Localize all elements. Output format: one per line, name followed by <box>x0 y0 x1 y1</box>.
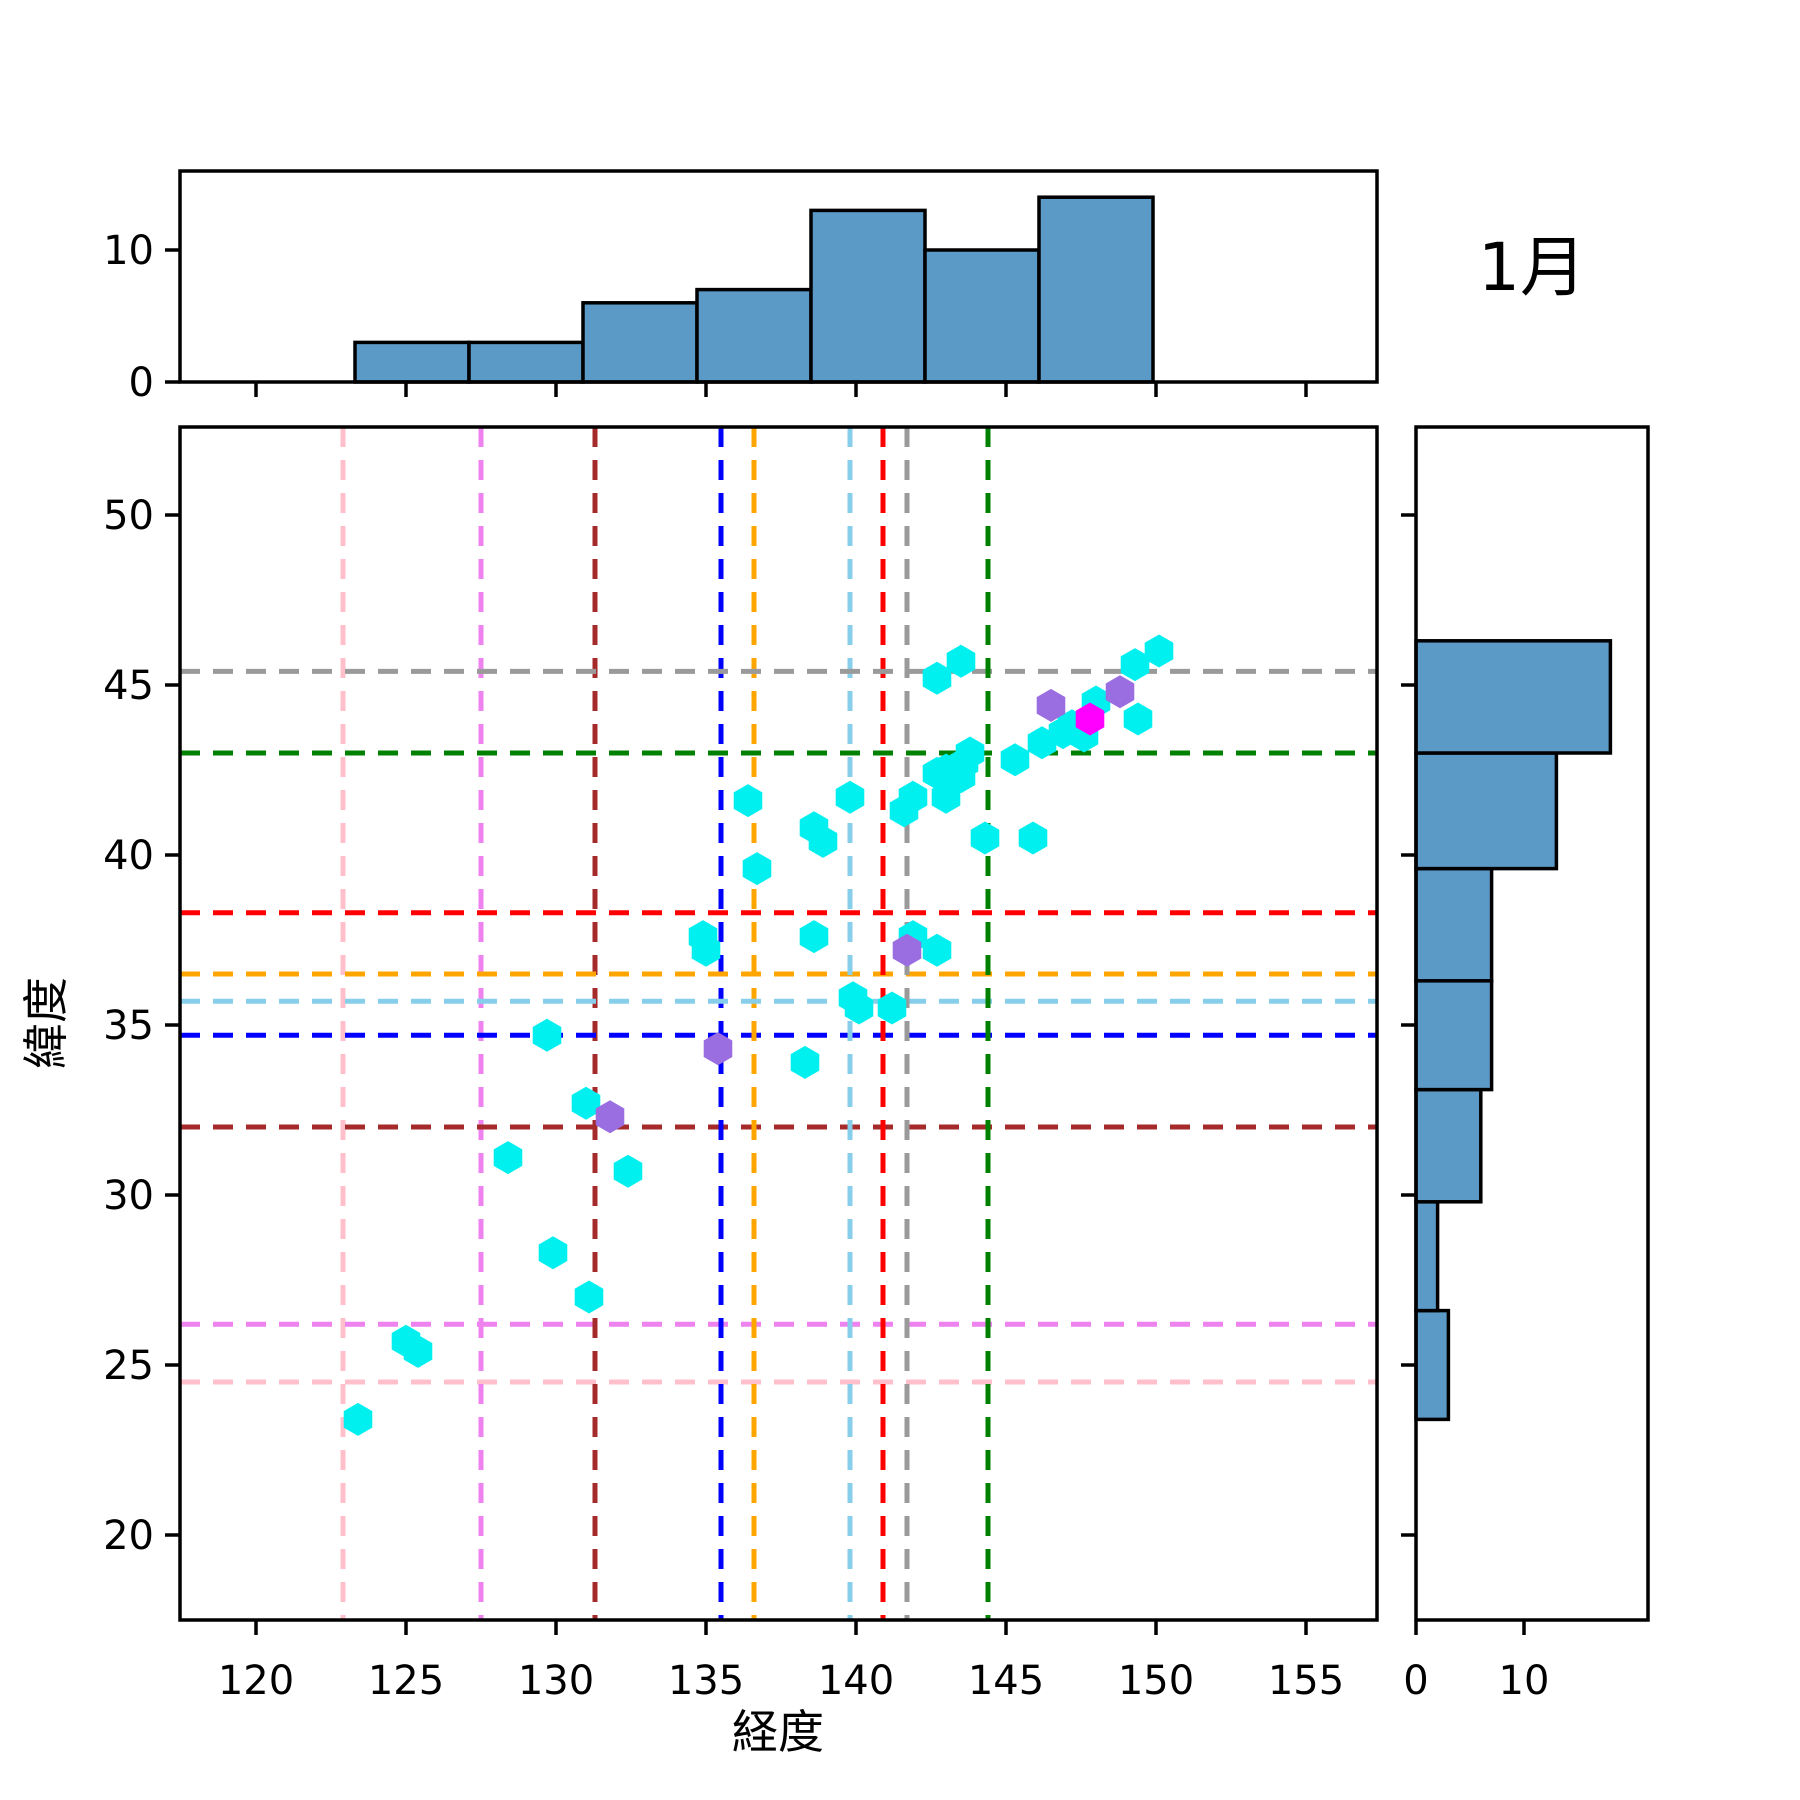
scatter-point-magenta-hexagons-0 <box>1075 702 1105 736</box>
scatter-point-cyan-hexagons-24 <box>922 933 952 967</box>
scatter-point-purple-hexagons-4 <box>1105 675 1135 709</box>
x-tick-label-150: 150 <box>1118 1658 1194 1704</box>
scatter-point-cyan-hexagons-3 <box>493 1141 523 1175</box>
scatter-point-cyan-hexagons-19 <box>844 991 874 1025</box>
scatter-point-cyan-hexagons-33 <box>970 821 1000 855</box>
x-tick-label-120: 120 <box>218 1658 294 1704</box>
main-axes-spines <box>178 425 1379 1622</box>
scatter-point-cyan-hexagons-27 <box>931 780 961 814</box>
right-hist-bar-4 <box>1414 866 1494 983</box>
x-tick-label-140: 140 <box>818 1658 894 1704</box>
scatter-point-cyan-hexagons-30 <box>946 644 976 678</box>
y-axis-label: 緯度 <box>19 977 73 1069</box>
top-hist-bar-2 <box>581 301 699 384</box>
scatter-point-cyan-hexagons-10 <box>691 933 721 967</box>
x-axis-label: 経度 <box>732 1705 824 1759</box>
right-hist-count-label-10: 10 <box>1499 1658 1550 1704</box>
x-tick-label-135: 135 <box>668 1658 744 1704</box>
right-hist-bar-2 <box>1414 1087 1483 1204</box>
scatter-point-cyan-hexagons-15 <box>799 920 829 954</box>
scatter-point-cyan-hexagons-16 <box>808 824 838 858</box>
x-tick-label-125: 125 <box>368 1658 444 1704</box>
y-tick-label-25: 25 <box>103 1343 154 1389</box>
scatter-point-cyan-hexagons-0 <box>343 1402 373 1436</box>
scatter-point-cyan-hexagons-13 <box>790 1045 820 1079</box>
scatter-point-cyan-hexagons-17 <box>835 780 865 814</box>
scatter-point-cyan-hexagons-2 <box>403 1334 433 1368</box>
y-tick-label-35: 35 <box>103 1003 154 1049</box>
right-hist-bar-6 <box>1414 639 1613 755</box>
top-hist-spines <box>178 169 1379 384</box>
right-hist-bar-1 <box>1414 1200 1440 1313</box>
scatter-layer <box>343 634 1174 1436</box>
top-hist-bar-6 <box>1037 195 1155 384</box>
y-tick-label-30: 30 <box>103 1173 154 1219</box>
right-hist-bar-3 <box>1414 979 1494 1092</box>
y-tick-label-20: 20 <box>103 1513 154 1559</box>
top-hist-bar-3 <box>695 287 813 384</box>
y-tick-label-45: 45 <box>103 663 154 709</box>
scatter-point-purple-hexagons-2 <box>892 933 922 967</box>
scatter-point-cyan-hexagons-7 <box>574 1280 604 1314</box>
top-hist-bar-1 <box>467 340 585 384</box>
scatter-point-cyan-hexagons-35 <box>1018 821 1048 855</box>
right-hist-bar-5 <box>1414 751 1559 871</box>
axes-layer: 120 125 130 135 140 145 150 155 20 25 30 35 40 45 50 0 1… <box>103 169 1650 1704</box>
scatter-point-cyan-hexagons-5 <box>538 1236 568 1270</box>
right-hist-bar-0 <box>1414 1308 1451 1422</box>
scatter-point-cyan-hexagons-6 <box>571 1086 601 1120</box>
scatter-point-cyan-hexagons-20 <box>877 991 907 1025</box>
top-hist-bar-0 <box>353 340 471 384</box>
scatter-point-cyan-hexagons-43 <box>1144 634 1174 668</box>
scatter-point-purple-hexagons-3 <box>1036 688 1066 722</box>
scatter-point-cyan-hexagons-4 <box>532 1018 562 1052</box>
y-tick-label-50: 50 <box>103 493 154 539</box>
scatter-point-cyan-hexagons-34 <box>1000 743 1030 777</box>
scatter-point-cyan-hexagons-8 <box>613 1154 643 1188</box>
scatter-point-purple-hexagons-0 <box>595 1100 625 1134</box>
scatter-point-cyan-hexagons-32 <box>955 736 985 770</box>
scatter-point-cyan-hexagons-23 <box>898 780 928 814</box>
scatter-point-cyan-hexagons-41 <box>1120 648 1150 682</box>
scatter-point-cyan-hexagons-42 <box>1123 702 1153 736</box>
x-tick-label-155: 155 <box>1268 1658 1344 1704</box>
scatter-point-cyan-hexagons-12 <box>742 852 772 886</box>
x-tick-label-145: 145 <box>968 1658 1044 1704</box>
top-hist-count-label-0: 0 <box>129 360 154 406</box>
y-tick-label-40: 40 <box>103 833 154 879</box>
scatter-point-purple-hexagons-1 <box>703 1032 733 1066</box>
right-hist-count-label-0: 0 <box>1403 1658 1428 1704</box>
scatter-point-cyan-hexagons-11 <box>733 784 763 818</box>
top-hist-count-label-10: 10 <box>103 228 154 274</box>
x-tick-label-130: 130 <box>518 1658 594 1704</box>
top-hist-bar-5 <box>923 248 1041 384</box>
scatter-point-cyan-hexagons-26 <box>922 661 952 695</box>
histogram-layer <box>353 195 1613 1422</box>
figure-title: 1月 <box>1478 229 1586 306</box>
top-hist-bar-4 <box>809 208 927 384</box>
crosshair-layer <box>180 427 1377 1620</box>
